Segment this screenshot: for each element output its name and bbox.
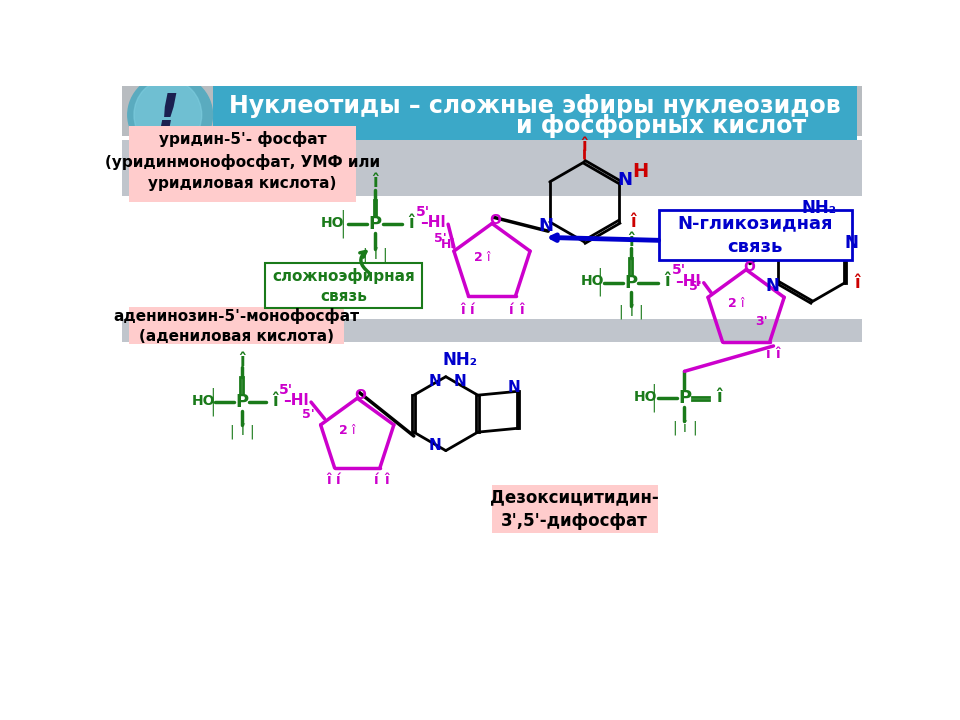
Text: î: î [664,272,670,290]
Text: î: î [272,392,277,410]
Text: |: | [652,397,656,412]
Text: î: î [582,138,588,156]
Text: 5': 5' [416,205,430,219]
Text: Нуклеотиды – сложные эфиры нуклеозидов: Нуклеотиды – сложные эфиры нуклеозидов [229,94,841,117]
FancyBboxPatch shape [213,86,857,140]
Text: N: N [453,374,466,389]
Text: HO: HO [581,274,604,288]
Text: |: | [692,420,697,435]
Text: î: î [326,473,331,487]
Text: N: N [508,380,520,395]
Text: Дезоксицитидин-
3',5'-дифосфат: Дезоксицитидин- 3',5'-дифосфат [490,488,659,530]
Text: î: î [628,232,634,250]
Text: –Нl: –Нl [420,215,445,230]
Text: 5': 5' [434,233,446,246]
Text: |: | [638,305,643,319]
Text: |: | [340,210,345,224]
Text: P: P [624,274,637,292]
Text: î: î [384,473,389,487]
Text: N: N [539,217,553,235]
Text: |: | [210,401,215,415]
Text: î: î [351,424,355,437]
Text: î: î [740,297,744,310]
Text: î: î [775,348,780,361]
Text: 3': 3' [756,315,768,328]
Ellipse shape [134,79,202,150]
Text: HO: HO [635,390,658,404]
Text: î: î [854,274,860,292]
FancyBboxPatch shape [123,86,861,137]
Text: HO: HO [321,216,345,230]
Text: 2: 2 [728,297,736,310]
Text: 5': 5' [302,408,315,420]
Ellipse shape [128,74,212,156]
Text: |: | [618,305,623,319]
Text: |: | [672,420,677,435]
Text: P: P [369,215,381,233]
Text: NH₂: NH₂ [443,351,477,369]
Text: í: í [766,348,771,361]
FancyBboxPatch shape [129,307,344,344]
Text: NH₂: NH₂ [802,199,837,217]
Text: 5': 5' [672,264,686,277]
Text: î: î [519,302,524,317]
Text: î: î [408,214,414,232]
Text: N: N [617,171,633,189]
Text: N: N [429,438,442,454]
Text: í: í [470,302,474,317]
Text: í: í [240,424,244,438]
Text: P: P [235,393,249,411]
Text: í: í [629,305,633,319]
Text: í: í [683,420,686,434]
Text: |: | [363,248,368,262]
Text: O: O [490,213,501,228]
Text: N: N [429,374,442,389]
Text: |: | [597,268,602,282]
FancyBboxPatch shape [129,127,356,202]
FancyBboxPatch shape [660,210,852,260]
Text: 2: 2 [474,251,483,264]
Text: |: | [652,383,656,397]
Text: H: H [633,161,649,181]
Text: |: | [250,424,254,438]
Text: î: î [630,213,636,231]
Text: N: N [765,276,779,294]
Text: |: | [210,387,215,402]
Text: N-гликозидная
связь: N-гликозидная связь [678,215,833,256]
Text: P: P [678,390,691,408]
Text: и фосфорных кислот: и фосфорных кислот [516,114,806,138]
FancyBboxPatch shape [265,264,422,308]
Text: аденинозин-5'-монофосфат
(адениловая кислота): аденинозин-5'-монофосфат (адениловая кис… [113,308,359,343]
Text: í: í [510,302,514,317]
Text: HO: HO [191,394,215,408]
Text: –Нl: –Нl [283,393,308,408]
Text: í: í [373,248,377,262]
Text: 5': 5' [689,280,702,293]
Text: 5': 5' [279,383,294,397]
Text: î: î [239,351,245,369]
Text: уридин-5'- фосфат
(уридинмонофосфат, УМФ или
уридиловая кислота): уридин-5'- фосфат (уридинмонофосфат, УМФ… [105,131,380,191]
FancyBboxPatch shape [123,140,861,196]
Text: |: | [383,248,387,262]
Text: |: | [340,223,345,238]
Text: N: N [844,234,858,252]
Text: î: î [716,387,722,405]
Text: сложноэфирная
связь: сложноэфирная связь [272,268,415,304]
Text: O: O [354,388,367,402]
Text: 2: 2 [339,424,348,437]
Text: î: î [372,173,378,191]
Text: O: O [743,260,756,274]
Text: Нl: Нl [441,238,455,251]
Text: í: í [373,473,378,487]
FancyBboxPatch shape [492,485,658,533]
Text: |: | [597,282,602,296]
FancyBboxPatch shape [123,319,861,342]
Text: –Нl: –Нl [676,274,701,289]
Text: í: í [336,473,341,487]
Text: |: | [229,424,234,438]
Text: î: î [487,251,490,264]
Text: î: î [460,302,465,317]
Text: !: ! [156,91,180,139]
